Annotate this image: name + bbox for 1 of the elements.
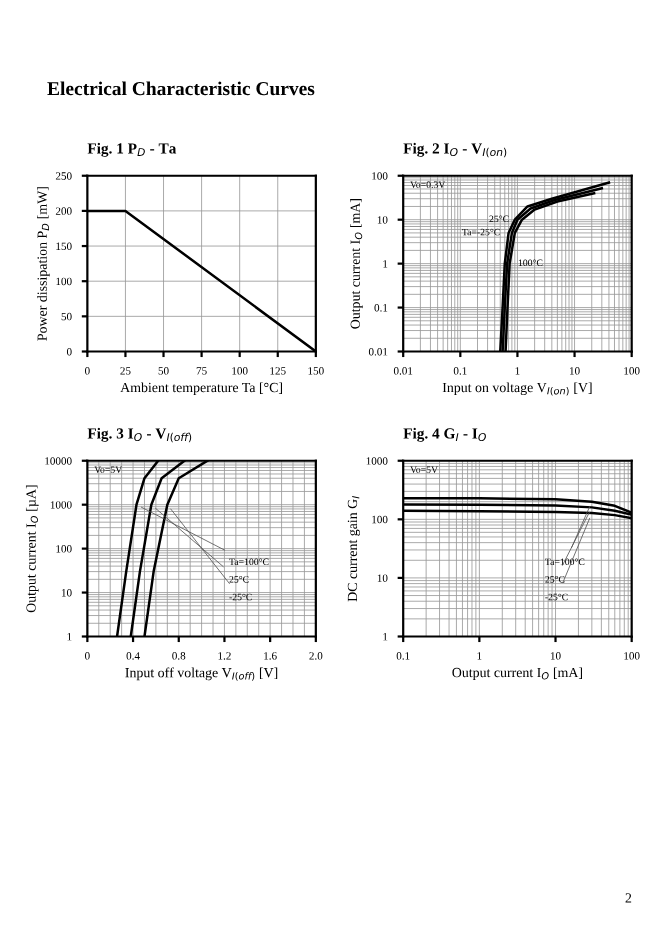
text: Electrical Characteristic Curves xyxy=(47,81,315,96)
